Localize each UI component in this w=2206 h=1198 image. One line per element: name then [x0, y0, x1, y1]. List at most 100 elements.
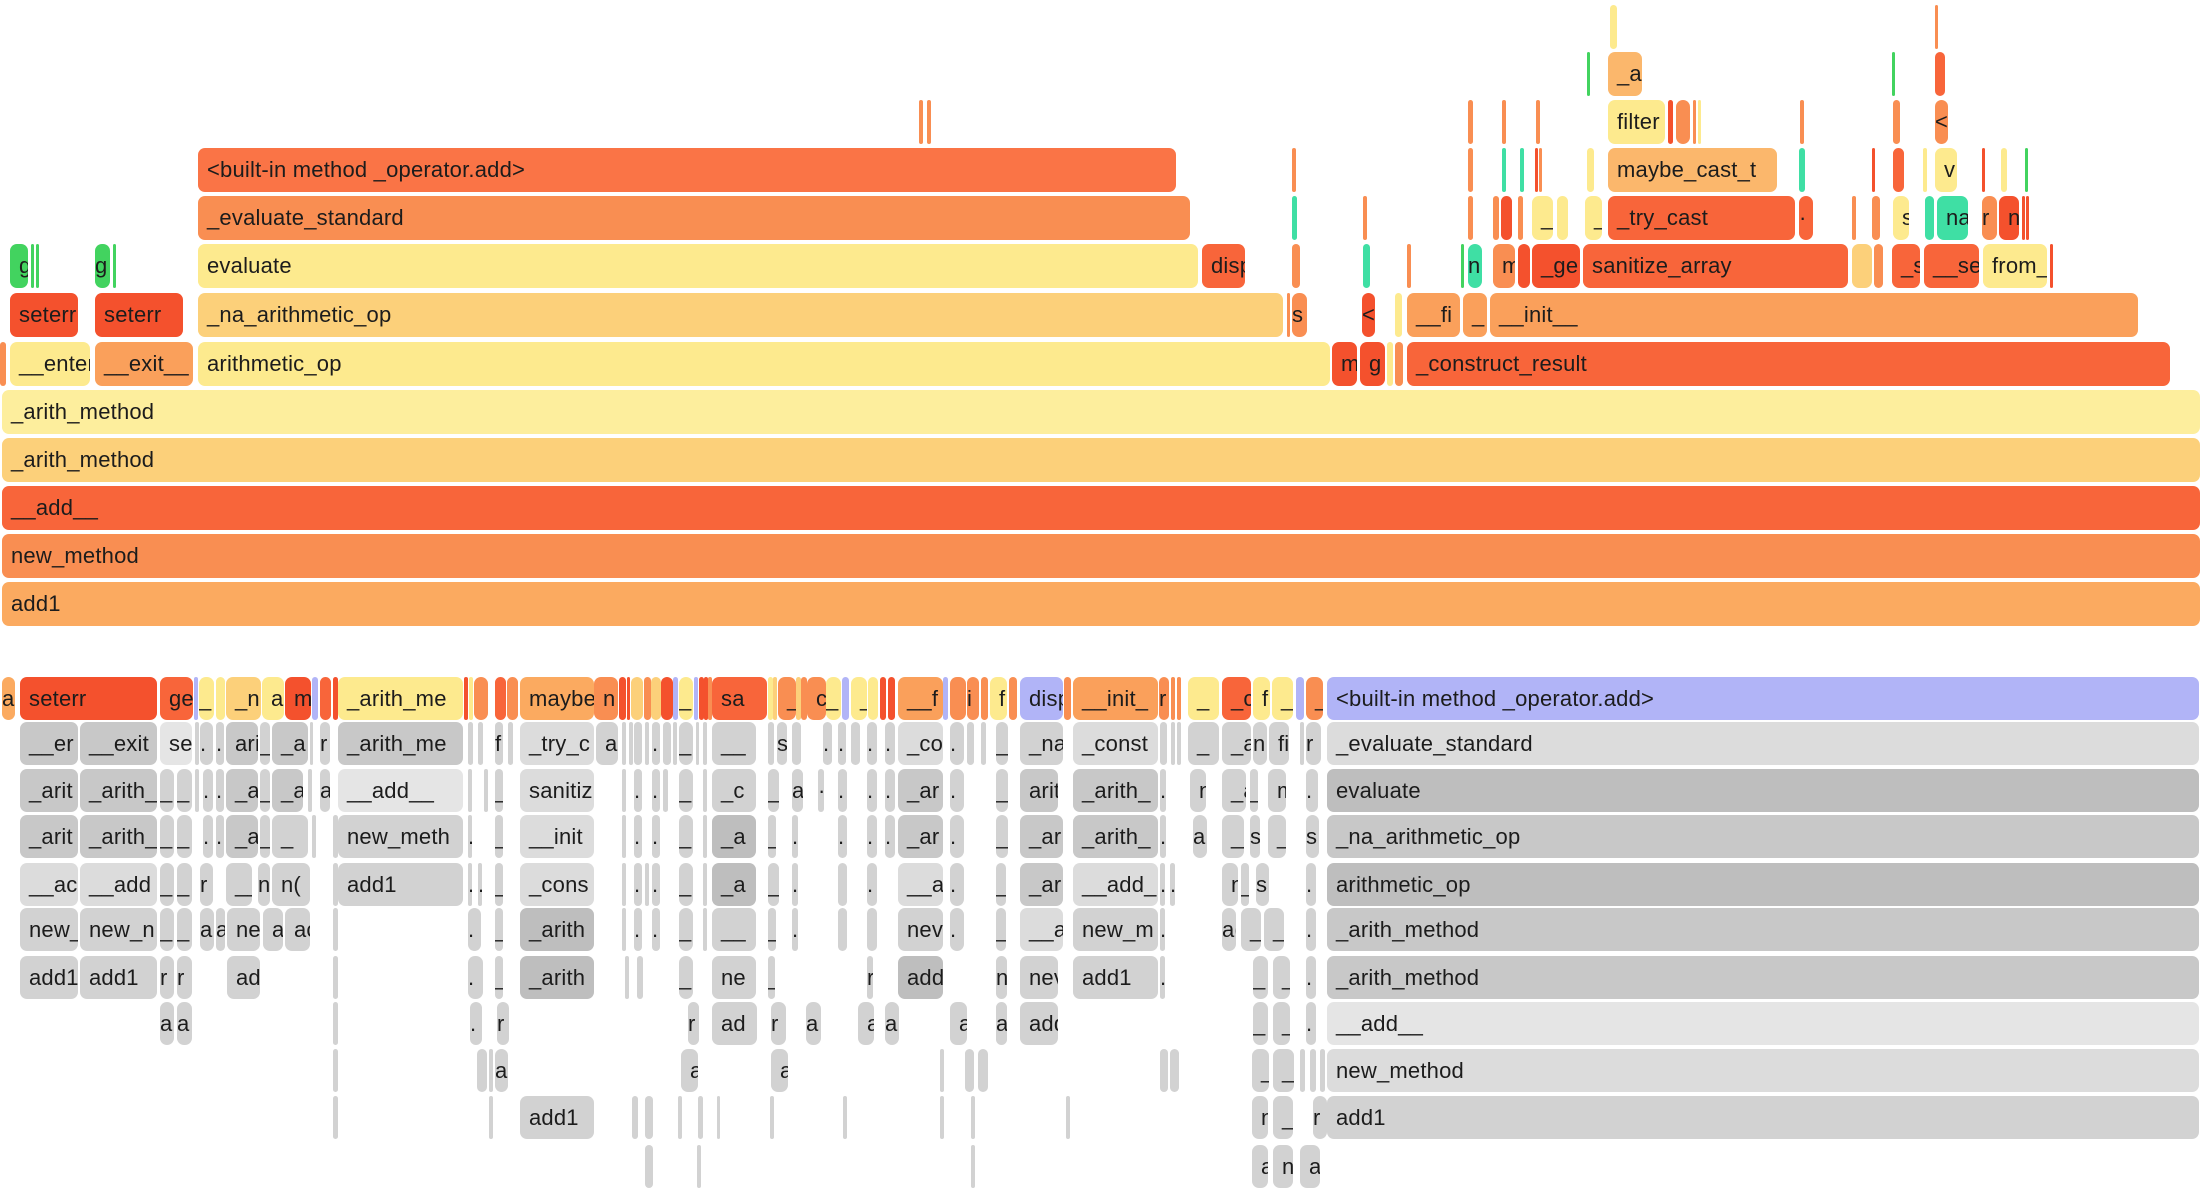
frame-__se[interactable]: __se: [1924, 244, 1979, 288]
frame-[interactable]: .: [1160, 769, 1166, 812]
frame-[interactable]: .: [1306, 769, 1318, 812]
frame-__init_[interactable]: __init_: [1073, 677, 1158, 720]
frame-n[interactable]: n: [1273, 1145, 1293, 1188]
frame-builtinmethod_operatoradd[interactable]: <built-in method _operator.add>: [1327, 677, 2199, 720]
frame-[interactable]: .: [1160, 956, 1165, 999]
frame-[interactable]: .: [652, 863, 660, 906]
frame-_[interactable]: _: [996, 769, 1008, 812]
frame-seterr[interactable]: seterr: [95, 293, 183, 337]
frame-_[interactable]: _: [1241, 908, 1261, 951]
frame-_[interactable]: _: [1268, 815, 1286, 858]
frame-sliver[interactable]: [333, 1096, 338, 1139]
frame-[interactable]: .: [950, 908, 964, 951]
frame-sliver[interactable]: [708, 677, 712, 720]
frame-_[interactable]: _: [160, 769, 174, 812]
frame-sliver[interactable]: [940, 1049, 944, 1092]
frame-r[interactable]: r: [867, 956, 873, 999]
frame-c[interactable]: c: [807, 677, 826, 720]
frame-_a[interactable]: _a: [712, 863, 756, 906]
frame-sliver[interactable]: [645, 1096, 653, 1139]
frame-[interactable]: .: [470, 1002, 482, 1045]
frame-sliver[interactable]: [1852, 244, 1872, 288]
frame-[interactable]: .: [792, 815, 798, 858]
frame-a[interactable]: a: [160, 1002, 174, 1045]
frame-sliver[interactable]: [851, 722, 860, 765]
frame-m[interactable]: m: [1268, 769, 1286, 812]
frame-a[interactable]: a: [177, 1002, 192, 1045]
frame-a[interactable]: a: [950, 1002, 967, 1045]
frame-[interactable]: .: [200, 722, 213, 765]
frame-sliver[interactable]: [1587, 148, 1594, 192]
frame-sliver[interactable]: [843, 1096, 847, 1139]
frame-[interactable]: .: [634, 815, 642, 858]
frame-sliver[interactable]: [113, 244, 116, 288]
frame-[interactable]: .: [468, 815, 472, 858]
frame-_[interactable]: _: [160, 863, 174, 906]
frame-sliver[interactable]: [1310, 1049, 1316, 1092]
frame-sliver[interactable]: [943, 677, 948, 720]
frame-[interactable]: .: [1306, 863, 1316, 906]
frame-sliver[interactable]: [663, 769, 668, 812]
frame-_arith_me[interactable]: _arith_me: [338, 722, 463, 765]
frame-_[interactable]: _: [1188, 677, 1219, 720]
frame-sliver[interactable]: [333, 1002, 338, 1045]
frame-ari[interactable]: ari: [226, 722, 258, 765]
frame-_arith_method[interactable]: _arith_method: [1327, 956, 2199, 999]
frame-[interactable]: .: [950, 722, 964, 765]
frame-sliver[interactable]: [333, 815, 338, 858]
frame-[interactable]: .: [867, 863, 877, 906]
frame-r[interactable]: r: [1306, 722, 1321, 765]
frame-_try_cast[interactable]: _try_cast: [1608, 196, 1795, 240]
frame-a[interactable]: a: [885, 1002, 899, 1045]
frame-__[interactable]: __: [712, 908, 756, 951]
frame-_[interactable]: _: [495, 815, 503, 858]
frame-s[interactable]: s: [1256, 863, 1269, 906]
frame-_arith_me[interactable]: _arith_me: [338, 677, 463, 720]
frame-sliver[interactable]: [333, 677, 338, 720]
frame-sliver[interactable]: [1287, 293, 1290, 337]
frame-__f[interactable]: __f: [898, 677, 943, 720]
frame-_na_arithmetic_op[interactable]: _na_arithmetic_op: [198, 293, 1283, 337]
frame-sliver[interactable]: [1387, 342, 1393, 386]
frame-sliver[interactable]: [195, 722, 199, 765]
frame-sliver[interactable]: [2026, 196, 2029, 240]
frame-_[interactable]: _: [177, 769, 192, 812]
frame-f[interactable]: f: [495, 722, 503, 765]
frame-_evaluate_standard[interactable]: _evaluate_standard: [1327, 722, 2199, 765]
frame-sliver[interactable]: [508, 722, 513, 765]
frame-sliver[interactable]: [1874, 244, 1883, 288]
frame-sliver[interactable]: [1296, 677, 1304, 720]
frame-_na[interactable]: _na: [1020, 722, 1063, 765]
frame-__init[interactable]: __init: [520, 815, 594, 858]
frame-sanitize_array[interactable]: sanitize_array: [1583, 244, 1848, 288]
frame-new_meth[interactable]: new_meth: [338, 815, 463, 858]
frame-sliver[interactable]: [1893, 148, 1904, 192]
frame-ne[interactable]: ne: [227, 908, 260, 951]
frame-_arit[interactable]: _arit: [20, 769, 78, 812]
frame-sliver[interactable]: [625, 956, 629, 999]
frame-sliver[interactable]: [1502, 100, 1506, 144]
frame-[interactable]: .: [1170, 863, 1175, 906]
frame-_[interactable]: _: [1264, 908, 1284, 951]
frame-sliver[interactable]: [1171, 677, 1175, 720]
frame-sliver[interactable]: [1800, 100, 1804, 144]
frame-__add_[interactable]: __add_: [1073, 863, 1158, 906]
frame-_[interactable]: _: [1273, 956, 1290, 999]
frame-sa[interactable]: sa: [712, 677, 767, 720]
frame-_na_arithmetic_op[interactable]: _na_arithmetic_op: [1327, 815, 2199, 858]
frame-n[interactable]: n(: [272, 863, 310, 906]
frame-_c[interactable]: _c: [712, 769, 756, 812]
frame-sliver[interactable]: [697, 1145, 701, 1188]
frame-sliver[interactable]: [703, 769, 707, 812]
frame-sliver[interactable]: [1292, 244, 1300, 288]
frame-nev[interactable]: nev: [1020, 956, 1058, 999]
frame-__[interactable]: __: [712, 722, 756, 765]
frame-ge[interactable]: ge: [160, 677, 193, 720]
frame-[interactable]: .: [634, 908, 642, 951]
frame-sliver[interactable]: [1395, 293, 1402, 337]
frame-sliver[interactable]: [940, 1096, 944, 1139]
frame-__ac[interactable]: __ac: [20, 863, 78, 906]
frame-sliver[interactable]: [2050, 244, 2053, 288]
frame-sliver[interactable]: [1799, 148, 1805, 192]
frame-sliver[interactable]: [478, 722, 483, 765]
